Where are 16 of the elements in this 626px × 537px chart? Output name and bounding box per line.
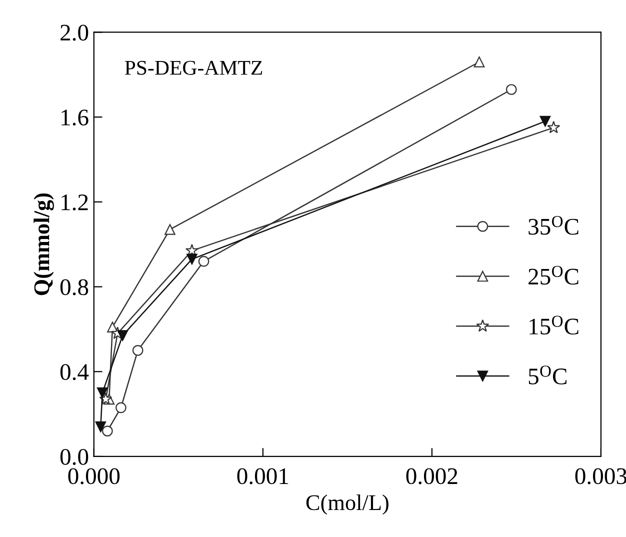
legend-label: 25$^{O}$C [528,266,578,285]
x-tick-label: 0.001 [237,468,288,484]
y-axis-title: Q(mmol/g) [34,193,54,296]
y-tick-label: 1.6 [62,110,88,126]
x-tick-label: 0.002 [406,468,458,484]
y-tick-label: 2.0 [60,24,88,41]
y-tick-label: 0.8 [60,279,88,296]
y-tick-label: 0.4 [60,364,89,380]
y-tick-label: 0.0 [60,448,88,465]
legend-label: 35$^{O}$C [528,216,578,235]
annotation: PS-DEG-AMTZ [124,60,262,75]
legend-label: 5$^{O}$C [528,366,566,384]
y-tick-label: 1.2 [62,194,88,210]
legend-label: 15$^{O}$C [530,316,578,335]
x-axis-title: C(mol/L) [306,494,388,515]
x-tick-label: 0.000 [68,468,120,484]
